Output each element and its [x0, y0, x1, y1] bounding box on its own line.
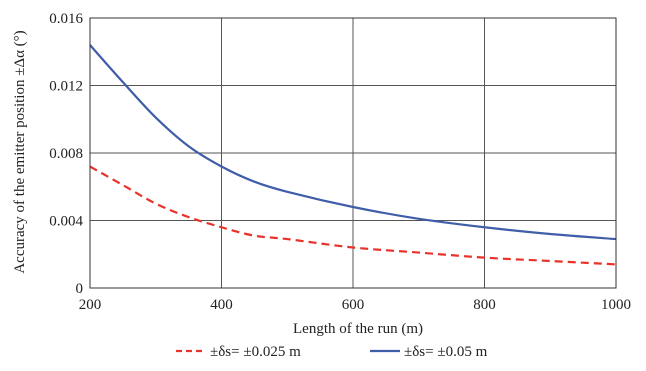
- ticks: 200 400 600 800 1000 0 0.004 0.008 0.012 0.016: [49, 11, 631, 313]
- y-tick-label: 0.008: [49, 146, 83, 162]
- legend: ±δs= ±0.025 m ±δs= ±0.05 m: [176, 344, 488, 360]
- legend-label-0.025: ±δs= ±0.025 m: [210, 344, 301, 360]
- y-tick-label: 0: [76, 281, 84, 297]
- x-tick-label: 200: [79, 297, 102, 313]
- series-layer: [89, 44, 617, 266]
- x-tick-label: 800: [473, 297, 496, 313]
- y-tick-label: 0.016: [49, 11, 83, 27]
- plot-border: [89, 17, 617, 289]
- x-tick-label: 400: [210, 297, 233, 313]
- series-line-0.05: [89, 44, 617, 241]
- x-tick-label: 600: [342, 297, 365, 313]
- y-tick-label: 0.004: [49, 214, 83, 230]
- grid: [90, 18, 616, 288]
- x-tick-label: 1000: [601, 297, 631, 313]
- legend-label-0.05: ±δs= ±0.05 m: [404, 344, 488, 360]
- y-axis-title: Accuracy of the emitter position ±Δα (°): [12, 30, 28, 273]
- y-tick-label: 0.012: [49, 79, 83, 95]
- x-axis-title: Length of the run (m): [293, 321, 423, 337]
